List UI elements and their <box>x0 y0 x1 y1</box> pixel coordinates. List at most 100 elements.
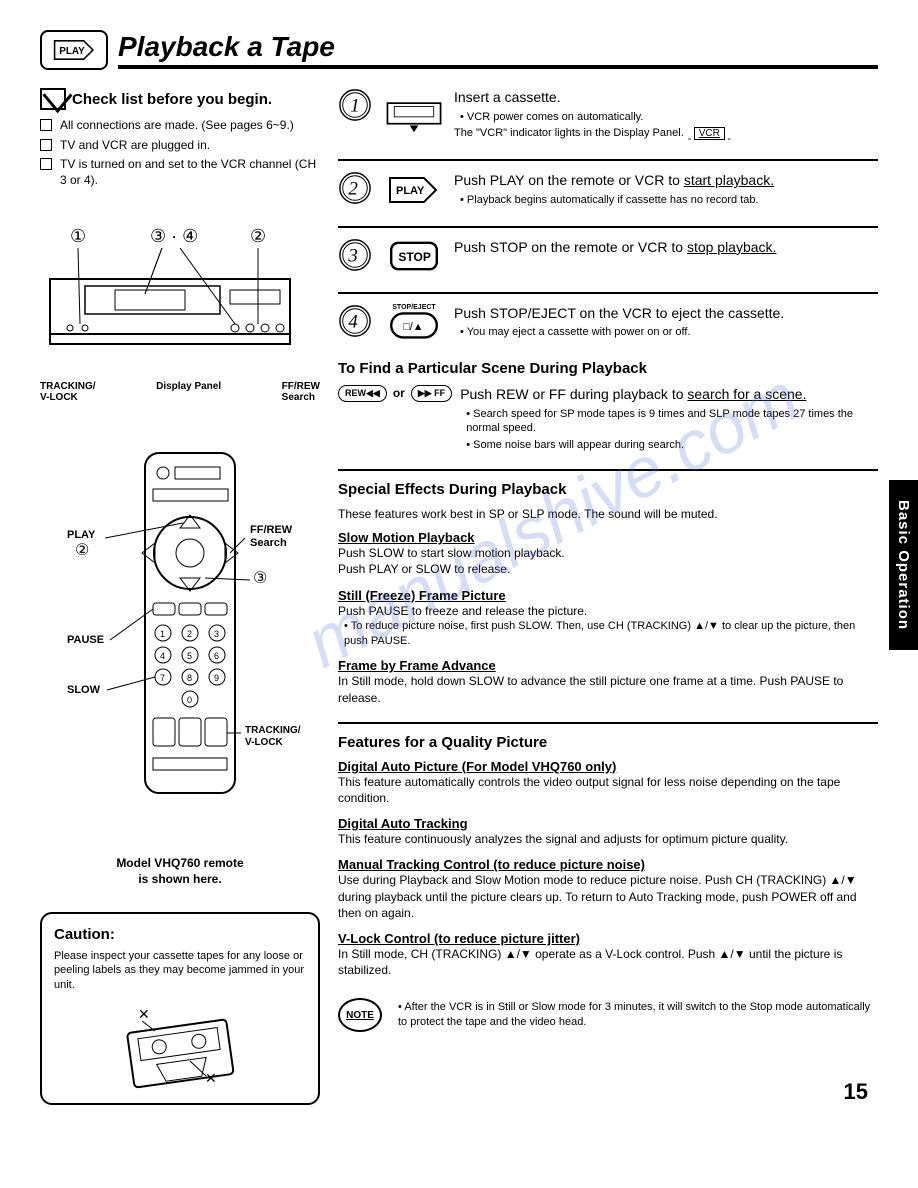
step-3: 3 STOP Push STOP on the remote or VCR to… <box>338 238 878 274</box>
svg-text:5: 5 <box>187 651 192 661</box>
checklist: All connections are made. (See pages 6~9… <box>40 118 320 188</box>
or-label: or <box>393 386 405 400</box>
vcr-diagram: ① ③ · ④ ② TRACKING <box>40 224 320 403</box>
diagram-label-center: Display Panel <box>156 381 221 403</box>
still-frame-section: Still (Freeze) Frame Picture Push PAUSE … <box>338 588 878 649</box>
step-note: VCR power comes on automatically. <box>460 110 878 125</box>
svg-text:3: 3 <box>347 245 357 266</box>
page-title: Playback a Tape <box>118 31 878 69</box>
special-effects-heading: Special Effects During Playback <box>338 481 878 498</box>
step-title: Push STOP on the remote or VCR to stop p… <box>454 238 878 258</box>
checklist-item: TV and VCR are plugged in. <box>40 138 320 154</box>
remote-diagram: 1 2 3 4 5 6 7 8 9 0 PLAY ② PAUSE <box>40 443 320 887</box>
svg-text:PLAY: PLAY <box>67 529 96 541</box>
svg-text:FF/REW: FF/REW <box>250 524 293 536</box>
side-tab: Basic Operation <box>889 480 918 650</box>
search-row: REW◀◀ or ▶▶ FF Push REW or FF during pla… <box>338 385 878 453</box>
findscene-note: Some noise bars will appear during searc… <box>466 438 878 453</box>
svg-text:✕: ✕ <box>205 1070 217 1086</box>
slow-motion-section: Slow Motion Playback Push SLOW to start … <box>338 530 878 577</box>
page-number: 15 <box>844 1079 868 1105</box>
note-body: After the VCR is in Still or Slow mode f… <box>398 1000 878 1030</box>
checklist-heading: Check list before you begin. <box>40 88 320 110</box>
step-number-icon: 3 <box>338 238 372 272</box>
svg-text:Search: Search <box>250 537 287 549</box>
caution-body: Please inspect your cassette tapes for a… <box>54 949 306 994</box>
findscene-title: Push REW or FF during playback to search… <box>460 385 878 405</box>
digital-auto-tracking-section: Digital Auto Tracking This feature conti… <box>338 816 878 847</box>
svg-text:②: ② <box>250 226 266 246</box>
svg-text:SLOW: SLOW <box>67 684 101 696</box>
right-column: 1 Insert a cassette. VCR power comes on … <box>338 88 878 1105</box>
digital-auto-picture-section: Digital Auto Picture (For Model VHQ760 o… <box>338 759 878 806</box>
step-title: Insert a cassette. <box>454 88 878 108</box>
vlock-section: V-Lock Control (to reduce picture jitter… <box>338 931 878 978</box>
svg-text:4: 4 <box>160 651 165 661</box>
svg-text:PAUSE: PAUSE <box>67 634 104 646</box>
vcr-indicator-icon: VCR <box>694 127 725 140</box>
frame-advance-section: Frame by Frame Advance In Still mode, ho… <box>338 658 878 705</box>
step-1: 1 Insert a cassette. VCR power comes on … <box>338 88 878 141</box>
quality-heading: Features for a Quality Picture <box>338 734 878 751</box>
step-note: The "VCR" indicator lights in the Displa… <box>454 126 878 141</box>
svg-text:PLAY: PLAY <box>59 46 85 57</box>
svg-text:③: ③ <box>253 570 267 587</box>
cassette-icon: ✕ ✕ <box>110 1001 250 1091</box>
checklist-item: TV is turned on and set to the VCR chann… <box>40 157 320 188</box>
svg-text:0: 0 <box>187 695 192 705</box>
svg-text:9: 9 <box>214 673 219 683</box>
special-effects-intro: These features work best in SP or SLP mo… <box>338 506 878 522</box>
svg-text:TRACKING/: TRACKING/ <box>245 725 301 736</box>
findscene-heading: To Find a Particular Scene During Playba… <box>338 360 878 377</box>
svg-text:3: 3 <box>214 629 219 639</box>
svg-text:7: 7 <box>160 673 165 683</box>
play-button-icon: PLAY <box>384 171 444 207</box>
rew-button-icon: REW◀◀ <box>338 385 387 402</box>
cassette-insert-icon <box>384 88 444 141</box>
svg-text:1: 1 <box>160 629 165 639</box>
svg-text:2: 2 <box>187 629 192 639</box>
svg-text:V-LOCK: V-LOCK <box>245 737 284 748</box>
checkbox-icon <box>40 119 52 131</box>
svg-text:1: 1 <box>350 96 359 117</box>
remote-caption: Model VHQ760 remote is shown here. <box>40 856 320 887</box>
findscene-note: Search speed for SP mode tapes is 9 time… <box>466 407 878 437</box>
svg-text:①: ① <box>70 226 86 246</box>
step-number-icon: 4 <box>338 304 372 338</box>
stop-button-icon: STOP <box>384 238 444 274</box>
manual-tracking-section: Manual Tracking Control (to reduce pictu… <box>338 857 878 921</box>
play-icon: PLAY <box>40 30 108 70</box>
diagram-label-left: TRACKING/ V-LOCK <box>40 381 96 403</box>
step-title: Push PLAY on the remote or VCR to start … <box>454 171 878 191</box>
svg-text:4: 4 <box>348 311 358 332</box>
svg-text:□/▲: □/▲ <box>403 321 423 333</box>
eject-button-icon: STOP/EJECT □/▲ <box>384 304 444 342</box>
step-2: 2 PLAY Push PLAY on the remote or VCR to… <box>338 171 878 207</box>
step-number-icon: 2 <box>338 171 372 205</box>
step-note: You may eject a cassette with power on o… <box>460 325 878 340</box>
step-4: 4 STOP/EJECT □/▲ Push STOP/EJECT on the … <box>338 304 878 342</box>
caution-heading: Caution: <box>54 926 306 943</box>
step-note: Playback begins automatically if cassett… <box>460 193 878 208</box>
note-row: NOTE After the VCR is in Still or Slow m… <box>338 998 878 1032</box>
svg-text:8: 8 <box>187 673 192 683</box>
caution-box: Caution: Please inspect your cassette ta… <box>40 912 320 1106</box>
page-header: PLAY Playback a Tape <box>40 30 878 70</box>
step-title: Push STOP/EJECT on the VCR to eject the … <box>454 304 878 324</box>
svg-text:②: ② <box>75 542 89 559</box>
checkbox-icon <box>40 139 52 151</box>
checkmark-icon <box>40 88 66 110</box>
svg-text:6: 6 <box>214 651 219 661</box>
checkbox-icon <box>40 158 52 170</box>
ff-button-icon: ▶▶ FF <box>411 385 452 402</box>
svg-text:PLAY: PLAY <box>396 185 425 197</box>
svg-text:✕: ✕ <box>138 1006 150 1022</box>
checklist-item: All connections are made. (See pages 6~9… <box>40 118 320 134</box>
left-column: Check list before you begin. All connect… <box>40 88 320 1105</box>
svg-text:STOP: STOP <box>398 250 430 264</box>
step-number-icon: 1 <box>338 88 372 122</box>
svg-text:2: 2 <box>348 179 358 200</box>
note-icon: NOTE <box>338 998 382 1032</box>
diagram-label-right: FF/REW Search <box>282 381 320 403</box>
svg-text:③ · ④: ③ · ④ <box>150 226 198 246</box>
